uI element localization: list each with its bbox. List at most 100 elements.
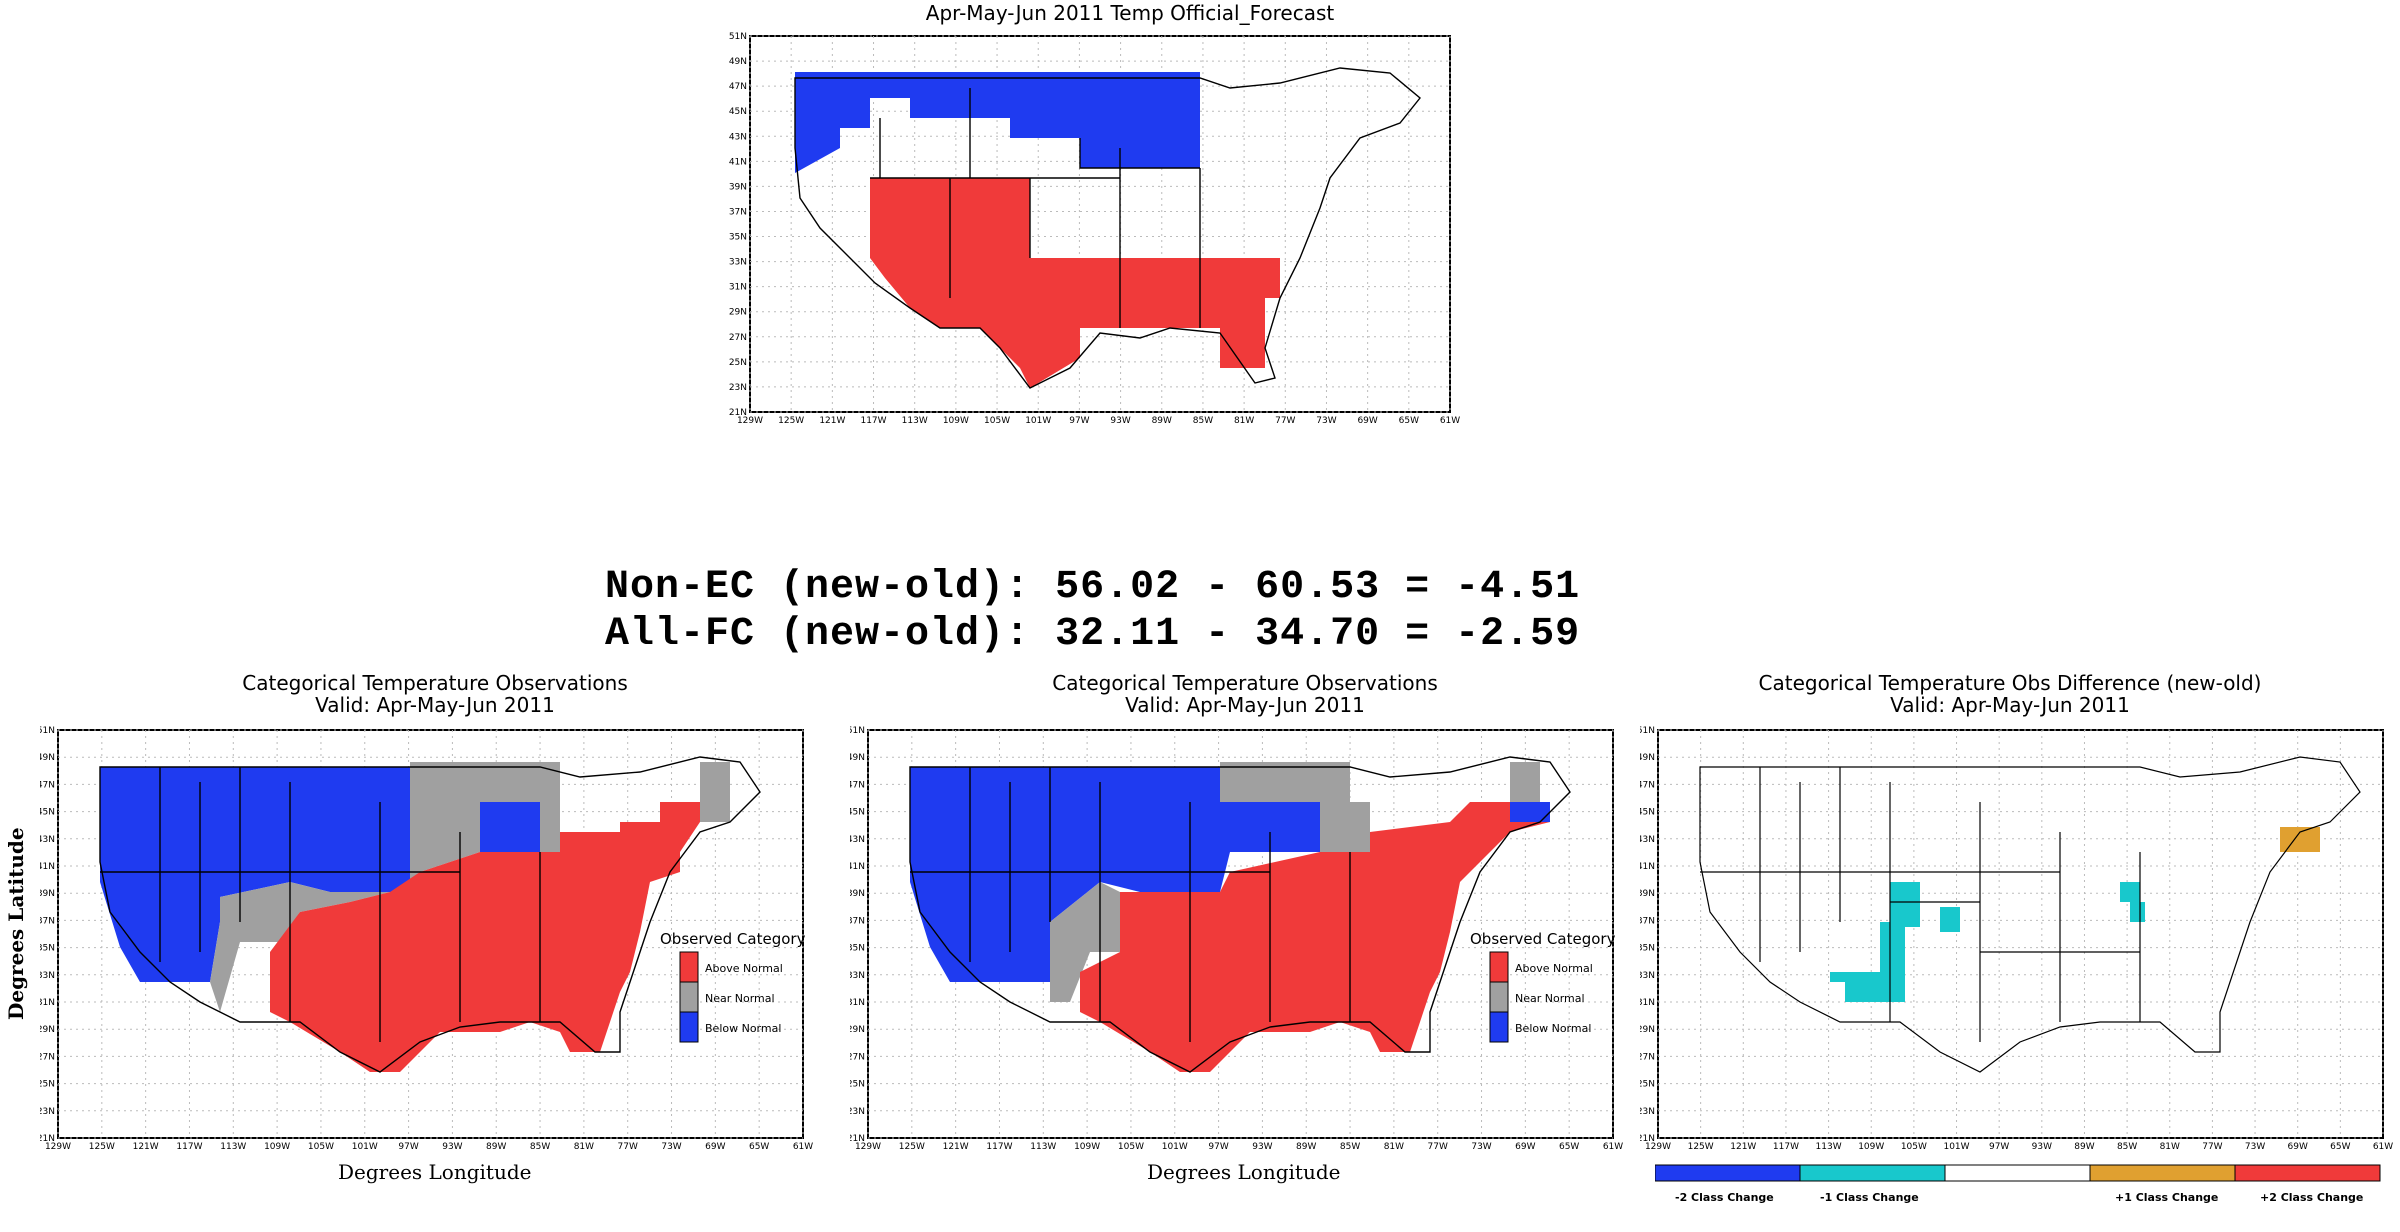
- latitude-tick-label: 47N: [40, 780, 55, 790]
- latitude-tick-label: 43N: [1640, 835, 1655, 845]
- score-line-all-fc: All-FC (new-old): 32.11 - 34.70 = -2.59: [605, 612, 1581, 657]
- longitude-tick-label: 77W: [1428, 1142, 1448, 1152]
- latitude-tick-label: 47N: [1640, 780, 1655, 790]
- longitude-tick-label: 93W: [2032, 1142, 2052, 1152]
- latitude-tick-label: 33N: [729, 258, 747, 268]
- forecast-map-title: Apr-May-Jun 2011 Temp Official_Forecast: [925, 1, 1335, 25]
- diff-minus1-region: [1830, 882, 1960, 1002]
- longitude-tick-label: 105W: [308, 1142, 334, 1152]
- obs-old-map: 129W 125W 121W 117W 113W 109W 105W 101W 97W 93W 89…: [40, 726, 813, 1152]
- obs-old-legend-below: Below Normal: [705, 1022, 781, 1035]
- obs-new-title: Categorical Temperature Observations: [1052, 671, 1438, 695]
- score-line-non-ec: Non-EC (new-old): 56.02 - 60.53 = -4.51: [605, 565, 1581, 610]
- longitude-tick-label: 125W: [778, 416, 804, 426]
- longitude-tick-label: 125W: [89, 1142, 115, 1152]
- latitude-tick-label: 49N: [1640, 753, 1655, 763]
- obs-old-xlabel: Degrees Longitude: [338, 1160, 532, 1184]
- legend-above-swatch: [1489, 951, 1509, 983]
- latitude-tick-label: 39N: [1640, 889, 1655, 899]
- longitude-tick-label: 121W: [1730, 1142, 1756, 1152]
- latitude-tick-label: 37N: [850, 916, 865, 926]
- longitude-tick-label: 85W: [1193, 416, 1213, 426]
- obs-old-subtitle: Valid: Apr-May-Jun 2011: [315, 693, 555, 717]
- latitude-tick-label: 23N: [729, 383, 747, 393]
- longitude-tick-label: 97W: [398, 1142, 418, 1152]
- longitude-tick-label: 81W: [2160, 1142, 2180, 1152]
- latitude-tick-label: 41N: [1640, 862, 1655, 872]
- latitude-tick-label: 51N: [40, 726, 55, 736]
- longitude-tick-label: 61W: [1440, 416, 1460, 426]
- longitude-tick-label: 77W: [618, 1142, 638, 1152]
- longitude-tick-label: 65W: [1559, 1142, 1579, 1152]
- latitude-tick-label: 31N: [729, 283, 747, 293]
- legend-near-swatch: [1489, 981, 1509, 1013]
- longitude-tick-label: 129W: [737, 416, 763, 426]
- latitude-tick-label: 39N: [850, 889, 865, 899]
- longitude-tick-label: 93W: [1110, 416, 1130, 426]
- latitude-tick-label: 33N: [40, 971, 55, 981]
- longitude-tick-label: 93W: [442, 1142, 462, 1152]
- colorbar-label-plus1: +1 Class Change: [2115, 1191, 2218, 1204]
- obs-old-legend-above: Above Normal: [705, 962, 783, 975]
- latitude-tick-label: 45N: [850, 808, 865, 818]
- longitude-tick-label: 113W: [1030, 1142, 1056, 1152]
- longitude-tick-label: 81W: [574, 1142, 594, 1152]
- longitude-tick-label: 65W: [2330, 1142, 2350, 1152]
- longitude-tick-label: 73W: [661, 1142, 681, 1152]
- obs-new-map: 129W 125W 121W 117W 113W 109W 105W 101W 97W 93W 89…: [850, 726, 1623, 1152]
- diff-plus1-region: [2280, 827, 2320, 852]
- legend-near-swatch: [679, 981, 699, 1013]
- obs-new-subtitle: Valid: Apr-May-Jun 2011: [1125, 693, 1365, 717]
- latitude-tick-label: 37N: [1640, 916, 1655, 926]
- obs-new-above-region: [1080, 802, 1550, 1072]
- latitude-tick-label: 49N: [729, 57, 747, 67]
- longitude-tick-label: 89W: [486, 1142, 506, 1152]
- diff-map: 129W 125W 121W 117W 113W 109W 105W 101W 97W 93W 89…: [1640, 726, 2393, 1152]
- latitude-tick-label: 29N: [40, 1025, 55, 1035]
- latitude-tick-label: 23N: [850, 1107, 865, 1117]
- longitude-tick-label: 89W: [2074, 1142, 2094, 1152]
- longitude-tick-label: 101W: [1943, 1142, 1969, 1152]
- colorbar-minus1: [1799, 1164, 1946, 1182]
- latitude-tick-label: 51N: [850, 726, 865, 736]
- longitude-tick-label: 69W: [705, 1142, 725, 1152]
- longitude-tick-label: 101W: [1162, 1142, 1188, 1152]
- obs-new-outline: [909, 756, 1571, 1073]
- longitude-tick-label: 65W: [749, 1142, 769, 1152]
- diff-map-title: Categorical Temperature Obs Difference (…: [1758, 671, 2262, 695]
- obs-new-legend-below: Below Normal: [1515, 1022, 1591, 1035]
- latitude-tick-label: 25N: [1640, 1080, 1655, 1090]
- longitude-tick-label: 89W: [1296, 1142, 1316, 1152]
- latitude-tick-label: 21N: [1640, 1134, 1655, 1144]
- diff-map-subtitle: Valid: Apr-May-Jun 2011: [1890, 693, 2130, 717]
- longitude-tick-label: 81W: [1384, 1142, 1404, 1152]
- longitude-tick-label: 89W: [1152, 416, 1172, 426]
- latitude-tick-label: 45N: [40, 808, 55, 818]
- longitude-tick-label: 113W: [902, 416, 928, 426]
- longitude-tick-label: 129W: [1645, 1142, 1671, 1152]
- latitude-tick-label: 21N: [40, 1134, 55, 1144]
- colorbar-plus1: [2089, 1164, 2236, 1182]
- longitude-tick-label: 109W: [1858, 1142, 1884, 1152]
- latitude-tick-label: 47N: [729, 82, 747, 92]
- longitude-tick-label: 117W: [176, 1142, 202, 1152]
- latitude-tick-label: 49N: [40, 753, 55, 763]
- latitude-tick-label: 27N: [729, 333, 747, 343]
- obs-old-legend: Observed Category Above Normal Near Norm…: [660, 930, 806, 1043]
- latitude-tick-label: 37N: [729, 207, 747, 217]
- colorbar-label-minus2: -2 Class Change: [1675, 1191, 1774, 1204]
- longitude-tick-label: 129W: [855, 1142, 881, 1152]
- longitude-tick-label: 129W: [45, 1142, 71, 1152]
- latitude-tick-label: 27N: [850, 1052, 865, 1062]
- latitude-tick-label: 31N: [1640, 998, 1655, 1008]
- longitude-tick-label: 113W: [220, 1142, 246, 1152]
- latitude-tick-label: 45N: [1640, 808, 1655, 818]
- longitude-tick-label: 77W: [1275, 416, 1295, 426]
- longitude-tick-label: 121W: [819, 416, 845, 426]
- latitude-tick-label: 25N: [40, 1080, 55, 1090]
- legend-below-swatch: [1489, 1011, 1509, 1043]
- colorbar-zero: [1944, 1164, 2091, 1182]
- forecast-map-outline: [794, 67, 1421, 389]
- longitude-tick-label: 105W: [1118, 1142, 1144, 1152]
- longitude-tick-label: 97W: [1989, 1142, 2009, 1152]
